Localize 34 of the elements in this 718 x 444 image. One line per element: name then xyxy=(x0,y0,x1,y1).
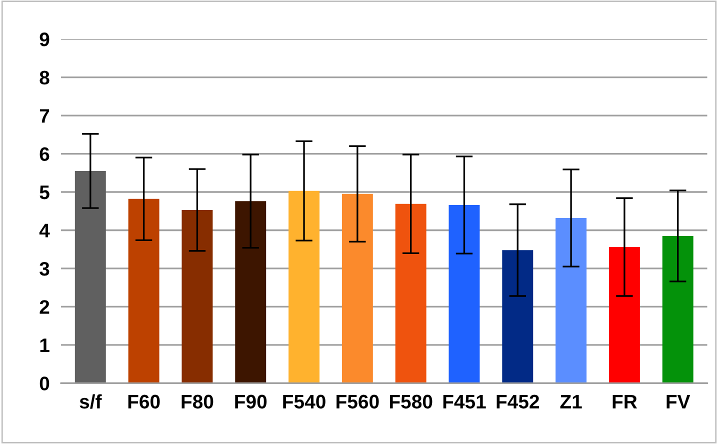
bar xyxy=(448,205,480,384)
x-tick-label: s/f xyxy=(80,394,102,409)
bar xyxy=(502,250,534,384)
bar xyxy=(662,236,694,384)
bar xyxy=(395,204,426,384)
y-tick-label: 3 xyxy=(40,262,50,276)
y-tick-label: 1 xyxy=(40,338,50,352)
x-tick-label: F452 xyxy=(496,394,540,409)
bar xyxy=(288,190,320,384)
y-tick-label: 8 xyxy=(40,70,50,85)
x-tick-label: FV xyxy=(666,394,690,408)
x-tick-label: F80 xyxy=(182,394,214,409)
x-tick-label: Z1 xyxy=(560,394,582,408)
bar xyxy=(74,170,106,384)
y-tick-label: 6 xyxy=(40,147,50,162)
y-tick-label: 2 xyxy=(40,300,50,314)
x-tick-label: F451 xyxy=(443,394,486,409)
x-tick-label: F60 xyxy=(128,394,160,409)
x-tick-label: FR xyxy=(612,394,638,408)
bar xyxy=(608,247,640,384)
y-tick-label: 9 xyxy=(40,32,50,46)
bar xyxy=(556,218,587,384)
bar xyxy=(182,210,213,384)
y-tick-label: 0 xyxy=(40,376,50,390)
x-tick-label: F580 xyxy=(390,394,432,409)
bar xyxy=(235,201,266,384)
x-tick-label: F90 xyxy=(235,394,267,409)
y-tick-label: 4 xyxy=(39,224,50,238)
x-tick-label: F540 xyxy=(283,394,326,409)
bar xyxy=(128,198,160,384)
bar xyxy=(342,194,373,384)
y-tick-label: 7 xyxy=(40,109,50,123)
y-tick-label: 5 xyxy=(40,186,50,200)
x-tick-label: F560 xyxy=(336,394,379,409)
